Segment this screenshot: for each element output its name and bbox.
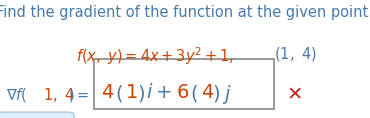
- Text: $\nabla \mathit{f}($: $\nabla \mathit{f}($: [6, 86, 27, 104]
- Text: $+$: $+$: [155, 83, 172, 102]
- Bar: [94, 59, 274, 109]
- Text: $6$: $6$: [176, 83, 189, 102]
- Text: $j$: $j$: [222, 83, 231, 106]
- Text: $\mathit{f}(x,\ y) = 4x + 3y^2 + 1,$: $\mathit{f}(x,\ y) = 4x + 3y^2 + 1,$: [76, 45, 235, 67]
- Text: $1$: $1$: [125, 83, 137, 102]
- Text: $4$: $4$: [201, 83, 214, 102]
- Text: $(1,\ 4)$: $(1,\ 4)$: [274, 45, 317, 63]
- Text: Find the gradient of the function at the given point.: Find the gradient of the function at the…: [0, 5, 370, 20]
- Text: $) =$: $) =$: [68, 86, 90, 104]
- Text: $1,\ 4$: $1,\ 4$: [43, 86, 74, 104]
- Text: $4$: $4$: [101, 83, 114, 102]
- Text: $)$: $)$: [137, 83, 145, 104]
- Text: ✕: ✕: [287, 85, 303, 104]
- Text: $($: $($: [190, 83, 198, 104]
- FancyBboxPatch shape: [0, 112, 74, 118]
- Text: $)$: $)$: [212, 83, 221, 104]
- Text: $i$: $i$: [146, 83, 153, 102]
- Text: $($: $($: [115, 83, 123, 104]
